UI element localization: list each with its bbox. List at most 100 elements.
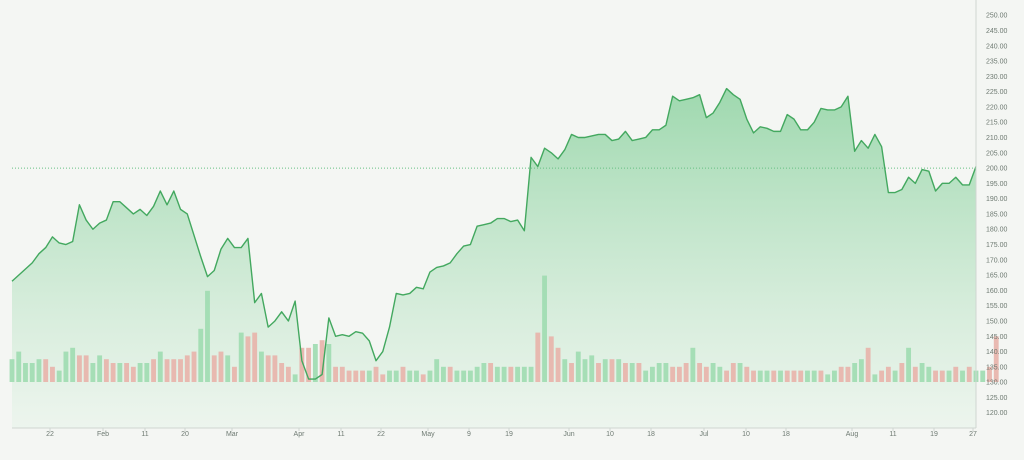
volume-bar [245,336,251,382]
x-tick-label: Apr [294,431,306,438]
volume-bar [521,366,527,382]
volume-bar [602,359,608,382]
y-tick-label: 210.00 [986,135,1008,142]
volume-bar [987,366,992,382]
x-tick-label: Mar [226,431,239,438]
x-tick-label: 22 [377,431,385,438]
volume-bar [791,370,797,382]
volume-bar [63,351,69,382]
volume-bar [285,366,291,382]
x-tick-label: Jun [563,431,574,438]
volume-bar [110,363,116,382]
volume-bar [919,363,925,382]
x-tick-label: 18 [782,431,790,438]
volume-bar [326,344,332,382]
x-tick-label: 18 [647,431,655,438]
volume-bar [609,359,615,382]
volume-bar [400,366,406,382]
volume-bar [670,366,676,382]
y-tick-label: 150.00 [986,318,1008,325]
volume-bar [730,363,736,382]
x-tick-label: 11 [337,431,344,438]
volume-bar [690,347,696,382]
volume-bar [542,275,547,382]
volume-bar [164,359,170,382]
x-tick-label: 10 [606,431,614,438]
volume-bar [97,355,103,382]
volume-bar [906,347,912,382]
volume-bar [157,351,163,382]
y-tick-label: 190.00 [986,196,1008,203]
volume-bar [805,370,810,382]
volume-bar [50,366,55,382]
volume-bar [697,363,703,382]
volume-bar [751,370,756,382]
x-tick-label: Aug [846,431,859,438]
volume-bar [23,363,28,382]
y-tick-label: 200.00 [986,166,1008,173]
volume-bar [218,351,224,382]
y-tick-label: 140.00 [986,349,1008,356]
y-tick-label: 235.00 [986,59,1008,66]
volume-bar [76,355,82,382]
volume-bar [885,366,891,382]
volume-bar [191,351,197,382]
volume-bar [717,366,723,382]
volume-bar [629,363,635,382]
volume-bar [899,363,905,382]
volume-bar [205,290,210,382]
volume-bar [380,374,386,382]
volume-bar [528,366,534,382]
volume-bar [737,363,743,382]
volume-bar [461,370,467,382]
volume-bar [117,363,123,382]
volume-bar [811,370,817,382]
x-tick-label: Feb [97,431,109,438]
volume-bar [764,370,770,382]
volume-bar [198,328,204,382]
volume-bar [279,363,285,382]
volume-bar [933,370,938,382]
volume-bar [852,363,858,382]
volume-bar [858,359,864,382]
volume-bar [252,332,258,382]
volume-bar [946,370,952,382]
volume-bar [151,359,156,382]
volume-bar [346,370,352,382]
y-axis: 250.00 245.00 240.00 235.00 230.00 225.00 220.… [975,0,1008,428]
volume-bar [892,370,898,382]
volume-bar [83,355,89,382]
volume-bar [319,340,325,382]
volume-bar [259,351,264,382]
volume-bar [548,336,554,382]
y-tick-label: 130.00 [986,380,1008,387]
volume-bar [137,363,143,382]
volume-bar [825,374,831,382]
volume-bar [623,363,628,382]
volume-bar [966,366,972,382]
volume-bar [9,359,15,382]
volume-bar [299,347,305,382]
volume-bar [474,366,480,382]
volume-bar [865,347,871,382]
volume-bar [939,370,945,382]
volume-bar [184,355,190,382]
y-tick-label: 230.00 [986,74,1008,81]
y-tick-label: 135.00 [986,364,1008,371]
volume-bar [798,370,804,382]
volume-bar [778,370,783,382]
volume-bar [710,363,716,382]
volume-bar [879,370,885,382]
y-tick-label: 240.00 [986,43,1008,50]
volume-bar [43,359,49,382]
volume-bar [569,363,574,382]
volume-bar [575,351,581,382]
volume-bar [616,359,622,382]
x-axis: 22 Feb 11 20 Mar Apr 11 22 May 9 19 Jun 10 18 Jul 10 18 A… [12,427,977,438]
volume-bar [636,363,642,382]
volume-bar [683,363,689,382]
y-tick-label: 220.00 [986,104,1008,111]
x-tick-label: 9 [467,431,471,438]
